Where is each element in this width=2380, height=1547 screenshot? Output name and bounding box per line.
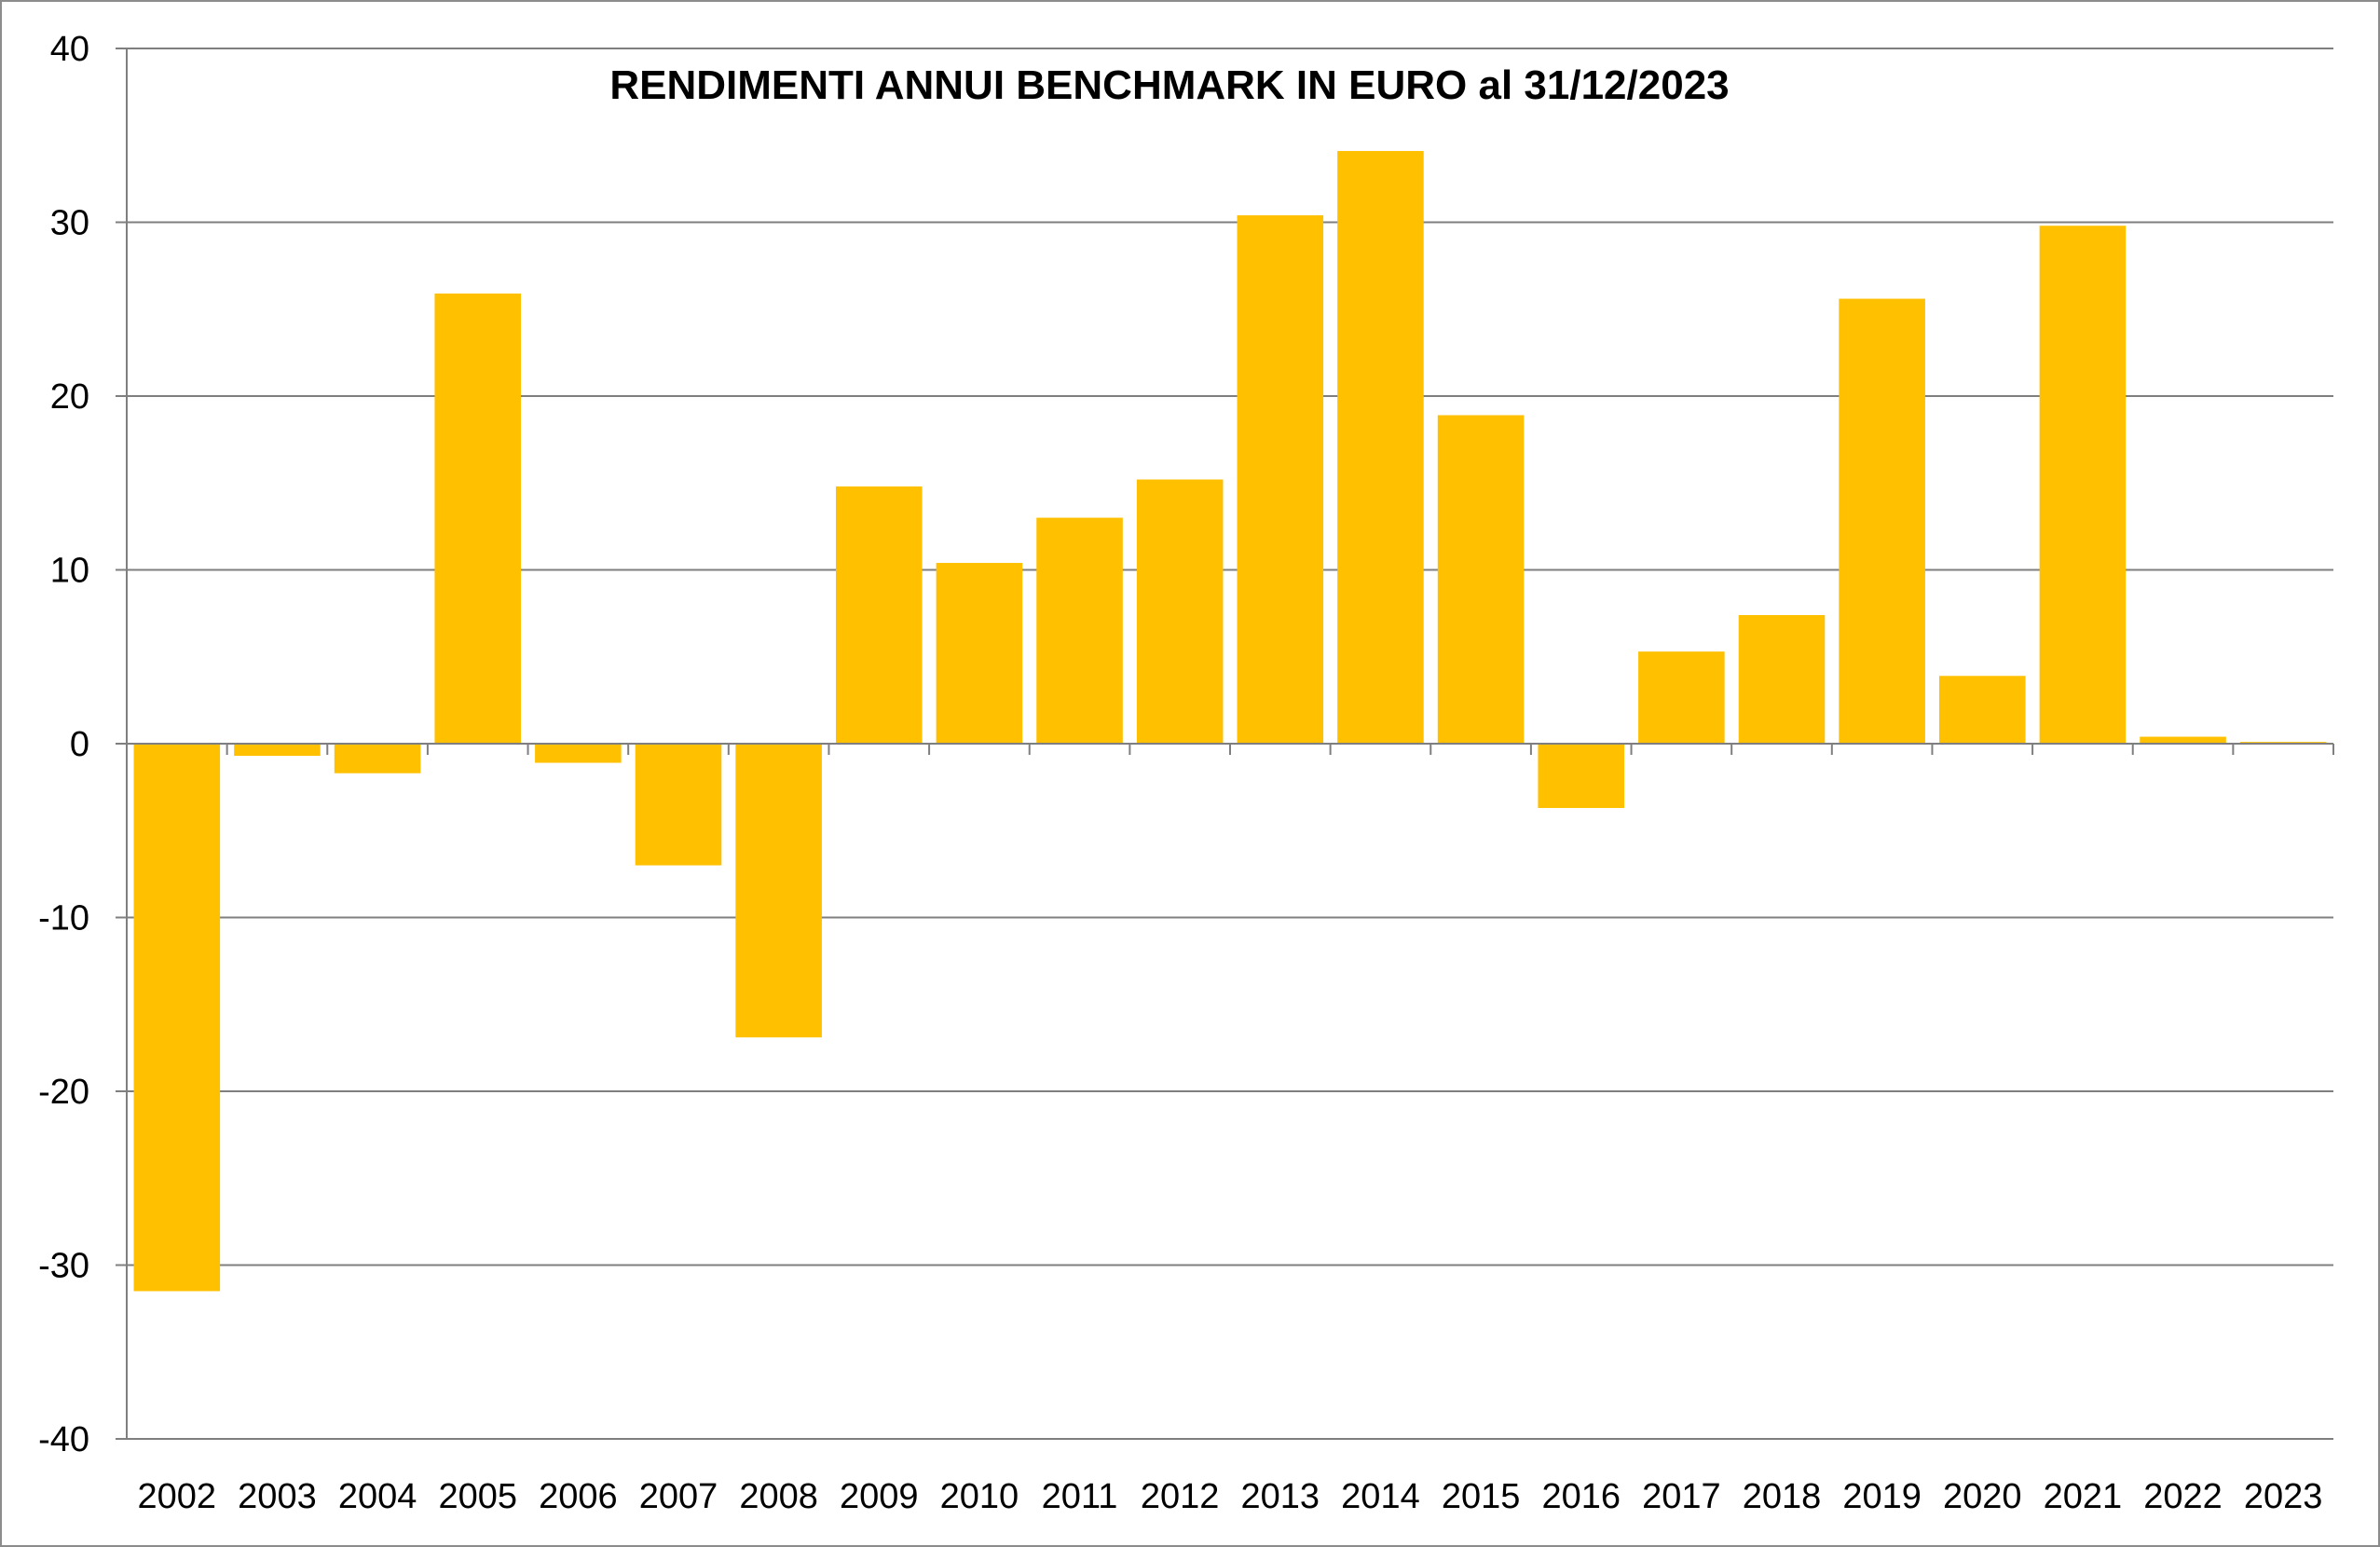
x-tick-label: 2021 bbox=[2044, 1477, 2123, 1516]
bar-2007 bbox=[635, 744, 722, 866]
axes bbox=[116, 48, 2334, 1440]
bar-2015 bbox=[1437, 415, 1525, 744]
x-tick-label: 2018 bbox=[1743, 1477, 1822, 1516]
chart-title: RENDIMENTI ANNUI BENCHMARK IN EURO al 31… bbox=[609, 62, 1729, 108]
bar-2008 bbox=[735, 744, 822, 1038]
bar-2003 bbox=[234, 744, 321, 757]
x-tick-label: 2017 bbox=[1642, 1477, 1721, 1516]
y-tick-label: -10 bbox=[38, 899, 89, 938]
y-tick-label: 20 bbox=[50, 377, 89, 417]
bar-2021 bbox=[2039, 226, 2127, 745]
x-tick-label: 2010 bbox=[940, 1477, 1019, 1516]
bar-2020 bbox=[1938, 676, 2026, 744]
x-tick-label: 2014 bbox=[1341, 1477, 1420, 1516]
bar-2022 bbox=[2140, 736, 2226, 744]
bar-2017 bbox=[1638, 651, 1725, 744]
x-tick-label: 2022 bbox=[2143, 1477, 2223, 1516]
x-tick-label: 2003 bbox=[238, 1477, 317, 1516]
y-tick-label: -30 bbox=[38, 1247, 89, 1286]
x-tick-label: 2009 bbox=[840, 1477, 919, 1516]
bar-2005 bbox=[434, 293, 522, 744]
y-tick-labels: -40 -30 -20 -10 0 10 20 30 40 bbox=[38, 30, 89, 1459]
x-tick-label: 2002 bbox=[138, 1477, 217, 1516]
bar-2014 bbox=[1337, 151, 1424, 744]
x-tick-label: 2006 bbox=[539, 1477, 618, 1516]
bar-2010 bbox=[936, 563, 1023, 744]
y-tick-label: -40 bbox=[38, 1420, 89, 1459]
x-tick-label: 2019 bbox=[1842, 1477, 1922, 1516]
bar-2009 bbox=[835, 486, 923, 744]
bar-2002 bbox=[133, 744, 221, 1292]
bar-2019 bbox=[1839, 298, 1925, 744]
y-tick-label: 0 bbox=[70, 725, 89, 764]
x-tick-label: 2012 bbox=[1141, 1477, 1220, 1516]
bars bbox=[133, 151, 2327, 1292]
x-tick-labels: 2002 2003 2004 2005 2006 2007 2008 2009 2010 2011… bbox=[138, 1477, 2323, 1516]
bar-2004 bbox=[334, 744, 421, 774]
y-tick-label: 30 bbox=[50, 204, 89, 243]
bar-2006 bbox=[535, 744, 622, 763]
bar-2013 bbox=[1237, 215, 1324, 745]
y-tick-label: 40 bbox=[50, 30, 89, 69]
bar-2012 bbox=[1136, 479, 1224, 744]
y-tick-label: 10 bbox=[50, 552, 89, 591]
x-tick-label: 2008 bbox=[739, 1477, 818, 1516]
x-tick-label: 2007 bbox=[639, 1477, 718, 1516]
bar-2018 bbox=[1738, 614, 1826, 744]
x-tick-label: 2005 bbox=[438, 1477, 517, 1516]
bar-2011 bbox=[1036, 517, 1123, 744]
x-tick-label: 2015 bbox=[1442, 1477, 1521, 1516]
x-tick-label: 2016 bbox=[1541, 1477, 1621, 1516]
x-tick-label: 2023 bbox=[2244, 1477, 2323, 1516]
bar-2016 bbox=[1538, 744, 1625, 809]
x-tick-label: 2020 bbox=[1943, 1477, 2022, 1516]
x-tick-label: 2004 bbox=[338, 1477, 417, 1516]
y-tick-label: -20 bbox=[38, 1073, 89, 1112]
x-tick-label: 2011 bbox=[1042, 1477, 1118, 1516]
x-tick-label: 2013 bbox=[1241, 1477, 1320, 1516]
